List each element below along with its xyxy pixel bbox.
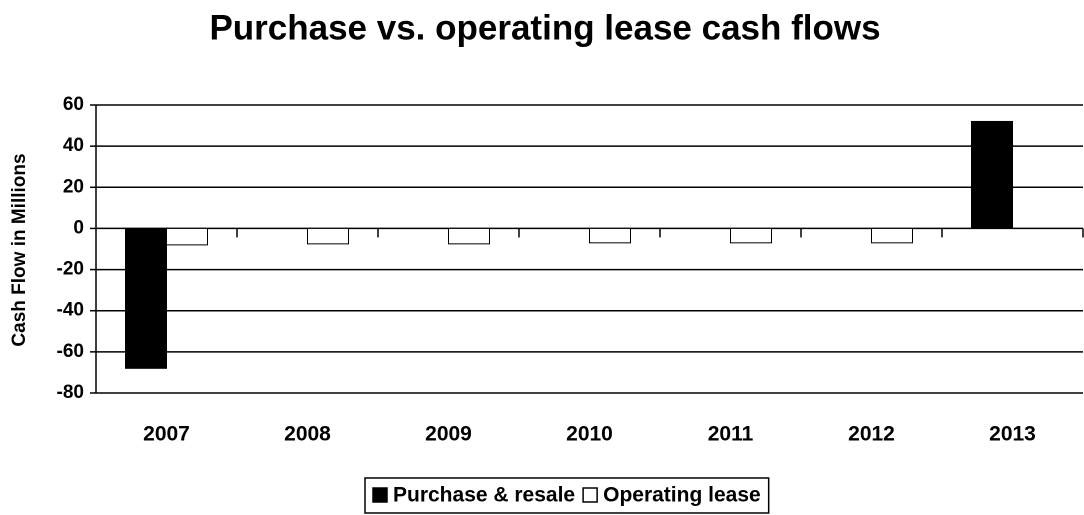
y-tick-label: 0	[73, 217, 84, 238]
x-tick-label: 2013	[989, 423, 1036, 446]
x-tick-label: 2008	[284, 423, 331, 446]
y-tick-label: 20	[63, 176, 84, 197]
bar	[307, 227, 349, 245]
y-tick-label: 60	[63, 94, 84, 115]
bar	[589, 227, 631, 244]
bar	[730, 227, 772, 244]
x-tick-label: 2007	[143, 423, 190, 446]
bar	[125, 227, 167, 369]
bar	[448, 227, 490, 245]
legend-box	[364, 477, 770, 514]
legend-label: Operating lease	[603, 484, 761, 507]
bar	[166, 227, 208, 246]
bar	[871, 227, 913, 244]
y-tick-label: -60	[57, 341, 84, 362]
y-axis-label: Cash Flow in Millions	[9, 153, 30, 346]
legend-label: Purchase & resale	[393, 484, 575, 507]
x-tick-label: 2010	[566, 423, 613, 446]
bar	[971, 120, 1013, 229]
legend-swatch	[372, 487, 388, 503]
legend-swatch	[582, 487, 598, 503]
y-tick-label: -20	[57, 259, 84, 280]
x-tick-label: 2009	[425, 423, 472, 446]
chart-title: Purchase vs. operating lease cash flows	[209, 8, 880, 47]
legend: Purchase & resale Operating lease	[364, 477, 770, 514]
x-tick-label: 2011	[708, 423, 754, 446]
y-tick-label: -80	[57, 382, 84, 403]
y-tick-label: -40	[57, 300, 84, 321]
y-tick-label: 40	[63, 135, 84, 156]
x-tick-label: 2012	[848, 423, 895, 446]
